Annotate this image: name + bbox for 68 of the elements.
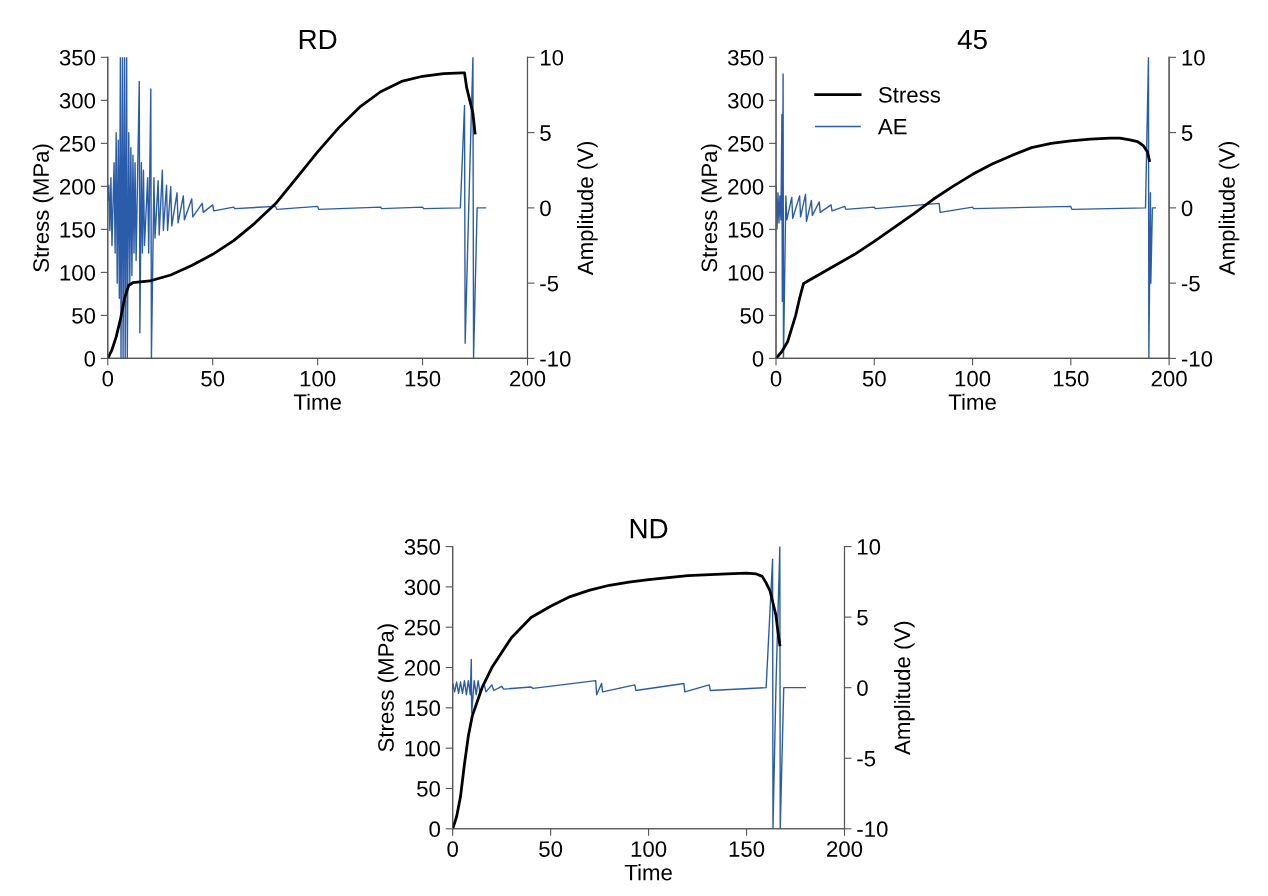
x-tick-label: 200 [510,370,546,387]
y-tick-label: 50 [417,781,440,797]
x-axis-title: Time [624,864,672,881]
y2-tick-label: 10 [540,49,564,66]
y2-tick-label: 10 [857,539,881,555]
x-tick-label: 200 [1151,370,1187,387]
x-tick-label: 100 [300,370,336,387]
y2-tick-label: -10 [1181,350,1213,367]
y-tick-label: 350 [727,49,764,66]
x-axis-title: Time [293,393,341,411]
x-tick-label: 100 [631,841,667,857]
y-tick-label: 0 [429,821,440,838]
y-tick-label: 200 [728,178,764,195]
x-tick-label: 0 [770,370,782,387]
y-tick-label: 50 [740,307,764,324]
chart-title: ND [630,519,668,539]
chart-title: RD [299,29,337,50]
x-tick-label: 100 [955,370,991,387]
x-axis-title: Time [948,393,996,411]
y-tick-label: 150 [60,221,96,238]
y2-tick-label: -10 [857,821,888,838]
y2-axis-title: Amplitude (V) [893,621,915,755]
y2-axis-title: Amplitude (V) [576,141,598,276]
y-tick-label: 350 [404,539,440,555]
y-tick-label: 200 [60,178,96,195]
y2-tick-label: -10 [540,350,571,367]
y-tick-label: 300 [59,92,96,109]
y2-tick-label: 5 [857,609,868,626]
y-tick-label: 50 [72,307,96,324]
x-tick-label: 50 [201,370,225,387]
y-tick-label: 150 [405,700,440,717]
legend-label: AE [877,119,907,135]
y2-tick-label: -5 [857,751,876,767]
y-axis-title: Stress (MPa) [700,144,722,272]
x-tick-label: 50 [539,841,563,857]
y-tick-label: 350 [59,49,96,66]
y2-tick-label: 0 [1181,200,1193,217]
x-tick-label: 50 [862,370,886,387]
y2-tick-label: 5 [540,125,551,141]
y-axis-title: Stress (MPa) [32,144,54,272]
x-tick-label: 0 [102,370,114,387]
x-tick-label: 150 [1053,370,1089,387]
y-tick-label: 300 [404,579,440,596]
y2-axis-title: Amplitude (V) [1218,141,1240,276]
legend-label: Stress [878,86,941,103]
y-tick-label: 150 [728,221,764,238]
y2-tick-label: 5 [1181,125,1193,141]
chart-title: 45 [957,29,987,50]
y-tick-label: 100 [728,264,764,281]
y-axis-title: Stress (MPa) [377,624,399,752]
y-tick-label: 0 [84,350,96,367]
x-tick-label: 200 [827,841,863,857]
y2-tick-label: -5 [1181,275,1200,292]
line-series [776,136,1151,359]
y-tick-label: 200 [404,660,440,676]
y-tick-label: 100 [405,740,440,757]
y-tick-label: 250 [728,135,764,152]
y2-tick-label: -5 [540,275,559,292]
y-tick-label: 300 [727,92,764,109]
y-tick-label: 100 [60,264,96,281]
x-tick-label: 0 [447,841,458,857]
y-tick-label: 250 [60,135,96,152]
y-tick-label: 250 [404,619,440,636]
y2-tick-label: 10 [1182,49,1205,66]
y-tick-label: 0 [752,350,764,367]
y2-tick-label: 0 [857,680,868,696]
line-series [452,571,782,829]
y2-tick-label: 0 [540,200,551,217]
